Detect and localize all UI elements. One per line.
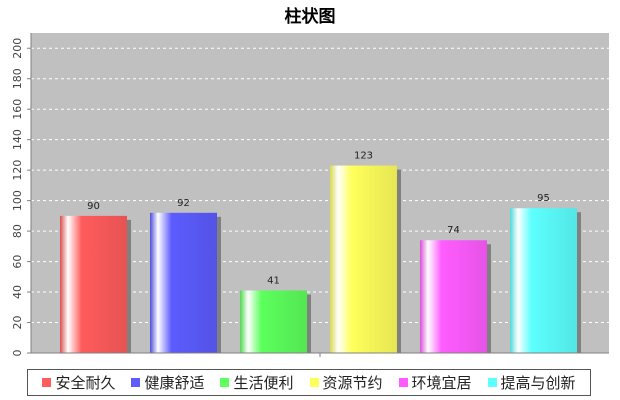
bar-value-label: 92 <box>177 198 190 209</box>
legend-label: 资源节约 <box>322 374 383 392</box>
y-tick-label: 140 <box>11 129 24 150</box>
bar-value-label: 95 <box>537 193 550 204</box>
bar-value-label: 90 <box>87 201 100 212</box>
legend-item: 生活便利 <box>220 372 294 393</box>
y-tick-label: 100 <box>11 190 24 211</box>
legend-swatch <box>131 378 141 387</box>
legend-label: 提高与创新 <box>500 374 576 392</box>
legend-swatch <box>487 378 497 387</box>
y-tick-label: 200 <box>11 38 24 59</box>
bar <box>330 165 397 353</box>
legend-item: 资源节约 <box>309 372 383 393</box>
legend-label: 健康舒适 <box>144 374 205 392</box>
bar-value-label: 41 <box>267 276 280 287</box>
y-tick-label: 120 <box>11 160 24 181</box>
legend-swatch <box>220 378 230 387</box>
y-tick-label: 40 <box>11 285 24 299</box>
bar <box>60 215 127 353</box>
y-tick-label: 20 <box>11 316 24 330</box>
legend: 安全耐久 健康舒适 生活便利 资源节约 环境宜居 提高与创新 <box>27 369 591 396</box>
y-tick-label: 160 <box>11 99 24 120</box>
y-tick-label: 60 <box>11 255 24 269</box>
legend-swatch <box>398 378 408 387</box>
bar <box>420 240 487 353</box>
legend-label: 环境宜居 <box>411 374 472 392</box>
legend-item: 安全耐久 <box>42 372 115 393</box>
bar-value-label: 74 <box>447 225 460 236</box>
legend-label: 生活便利 <box>233 374 294 392</box>
bar <box>240 290 307 353</box>
legend-label: 安全耐久 <box>55 374 116 392</box>
y-tick-label: 180 <box>11 68 24 89</box>
legend-swatch <box>42 378 52 387</box>
legend-swatch <box>309 378 319 387</box>
legend-item: 环境宜居 <box>398 372 472 393</box>
legend-item: 健康舒适 <box>131 372 204 393</box>
y-tick-label: 0 <box>11 350 24 357</box>
chart-title: 柱状图 <box>284 7 336 27</box>
y-tick-label: 80 <box>11 224 24 238</box>
bar <box>150 212 217 353</box>
bar <box>510 208 577 353</box>
bar-value-label: 123 <box>354 151 373 162</box>
legend-item: 提高与创新 <box>487 372 576 393</box>
